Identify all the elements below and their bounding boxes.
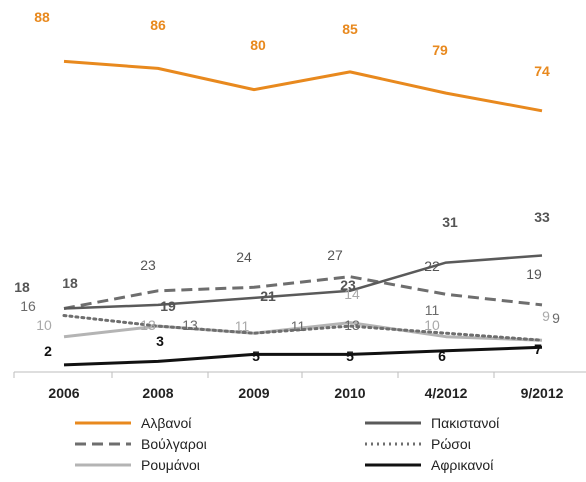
x-tick-label: 2009 bbox=[238, 385, 269, 401]
data-label: 5 bbox=[252, 348, 260, 364]
x-tick-label: 2008 bbox=[142, 385, 173, 401]
legend-label: Αφρικανοί bbox=[431, 457, 493, 473]
data-label: 79 bbox=[432, 42, 448, 58]
series-line-2 bbox=[63, 275, 543, 310]
data-label: 5 bbox=[346, 348, 354, 364]
data-label: 74 bbox=[534, 63, 550, 79]
series-line-1 bbox=[63, 254, 543, 310]
x-tick-label: 2006 bbox=[48, 385, 79, 401]
legend-label: Αλβανοί bbox=[141, 415, 191, 431]
data-label: 85 bbox=[342, 21, 358, 37]
data-label: 31 bbox=[442, 214, 458, 230]
data-label: 18 bbox=[62, 275, 78, 291]
series-line-0 bbox=[63, 59, 543, 113]
data-label: 24 bbox=[236, 249, 252, 265]
data-label: 6 bbox=[438, 348, 446, 364]
data-label: 27 bbox=[327, 247, 343, 263]
data-label: 10 bbox=[424, 317, 440, 333]
data-label: 9 bbox=[542, 308, 550, 324]
x-tick-label: 4/2012 bbox=[425, 385, 468, 401]
data-label: 13 bbox=[182, 317, 198, 333]
legend-label: Πακιστανοί bbox=[431, 415, 499, 431]
data-label: 7 bbox=[534, 341, 542, 357]
data-label: 11 bbox=[425, 302, 440, 318]
data-label: 23 bbox=[340, 277, 356, 293]
data-label: 14 bbox=[344, 286, 360, 302]
data-label: 19 bbox=[160, 298, 176, 314]
data-label: 80 bbox=[250, 37, 266, 53]
data-label: 33 bbox=[534, 209, 550, 225]
x-tick-label: 2010 bbox=[334, 385, 365, 401]
data-label: 2 bbox=[44, 343, 52, 359]
data-label: 13 bbox=[140, 317, 156, 333]
data-label: 88 bbox=[34, 9, 50, 25]
data-label: 11 bbox=[235, 318, 250, 334]
series-line-4 bbox=[63, 321, 543, 342]
legend-label: Ρουμάνοι bbox=[141, 457, 200, 473]
data-label: 18 bbox=[14, 279, 30, 295]
data-label: 16 bbox=[20, 298, 36, 314]
data-label: 9 bbox=[552, 310, 560, 326]
legend-label: Ρώσοι bbox=[431, 436, 471, 452]
data-label: 13 bbox=[344, 317, 360, 333]
data-label: 11 bbox=[291, 318, 306, 334]
data-label: 22 bbox=[424, 258, 440, 274]
x-tick-label: 9/2012 bbox=[521, 385, 564, 401]
data-label: 10 bbox=[36, 317, 52, 333]
series-line-3 bbox=[62, 314, 544, 342]
data-label: 19 bbox=[526, 266, 542, 282]
data-label: 21 bbox=[260, 288, 276, 304]
legend-label: Βούλγαροι bbox=[141, 436, 207, 452]
data-label: 23 bbox=[140, 257, 156, 273]
data-label: 86 bbox=[150, 17, 166, 33]
data-label: 3 bbox=[156, 333, 164, 349]
series-line-5 bbox=[63, 345, 543, 367]
